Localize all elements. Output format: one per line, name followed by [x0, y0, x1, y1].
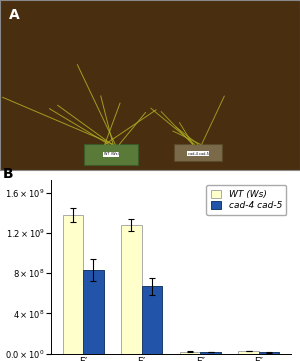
Bar	[200, 352, 221, 354]
Y-axis label: Dynamic moduli (Pa): Dynamic moduli (Pa)	[0, 216, 1, 318]
Bar	[142, 286, 162, 354]
FancyBboxPatch shape	[84, 144, 138, 165]
Bar	[121, 225, 142, 354]
Text: B: B	[3, 167, 13, 180]
Bar	[238, 351, 259, 354]
Bar	[63, 215, 83, 354]
Text: A: A	[9, 9, 20, 22]
Text: WT (Ws): WT (Ws)	[103, 152, 118, 156]
Text: cad-4 cad-5: cad-4 cad-5	[188, 152, 208, 156]
Bar	[259, 352, 279, 354]
Bar	[180, 352, 200, 354]
Bar	[83, 270, 104, 354]
FancyBboxPatch shape	[174, 144, 222, 161]
Legend: WT (Ws), cad-4 cad-5: WT (Ws), cad-4 cad-5	[206, 185, 286, 215]
